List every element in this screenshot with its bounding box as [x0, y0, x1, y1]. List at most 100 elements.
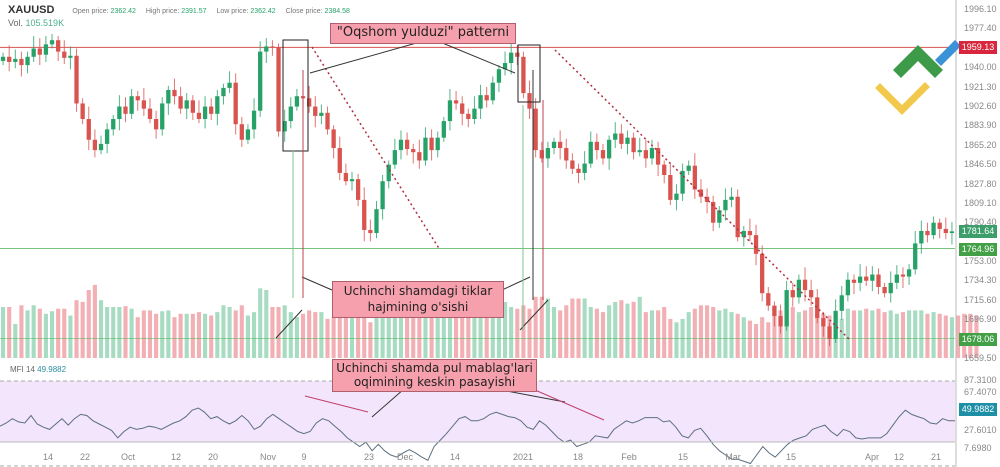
price-tick: 1827.80: [964, 178, 997, 189]
candle-body: [625, 137, 630, 144]
candle-body: [423, 137, 428, 161]
candle-body: [104, 129, 110, 144]
candle-body: [815, 297, 820, 319]
volume-bar: [111, 307, 116, 358]
price-tick: 1734.30: [964, 275, 997, 286]
candle-body: [490, 82, 495, 101]
pattern-box-2: [517, 44, 541, 103]
volume-bar: [147, 310, 153, 358]
time-tick: Feb: [621, 452, 637, 462]
price-tick: 1715.60: [964, 294, 997, 305]
candle-body: [411, 149, 416, 153]
candle-body: [56, 40, 61, 52]
candle-body: [686, 165, 691, 171]
candle-body: [649, 148, 655, 159]
candle-body: [190, 100, 195, 113]
volume-bar: [576, 298, 581, 358]
mfi-down-arrow-2: [534, 389, 605, 421]
volume-bar: [496, 296, 501, 358]
candle-body: [808, 290, 814, 298]
volume-bar: [729, 312, 734, 358]
candle-body: [906, 269, 912, 277]
candle-body: [62, 51, 67, 58]
candle-body: [429, 137, 434, 151]
candle-body: [276, 47, 281, 132]
candle-body: [600, 150, 606, 159]
pattern-box-1: [282, 39, 309, 152]
volume-bar: [484, 281, 489, 358]
volume-bar: [270, 307, 275, 358]
candle-body: [619, 133, 624, 144]
price-tick: 1865.20: [964, 139, 997, 150]
volume-bar: [239, 305, 244, 358]
price-tick: 1809.10: [964, 197, 997, 208]
volume-bar: [441, 301, 446, 358]
time-tick: 14: [449, 452, 461, 462]
candle-body: [551, 141, 557, 149]
high-value: 2391.57: [181, 8, 207, 15]
volume-bar: [374, 308, 379, 358]
volume-bar: [368, 322, 373, 358]
mfi-legend: MFI 14 49.9882: [10, 365, 66, 374]
volume-bar: [386, 307, 391, 358]
volume-bar: [313, 312, 318, 358]
candle-body: [49, 40, 55, 45]
volume-bar: [949, 317, 954, 358]
candle-body: [662, 164, 667, 175]
time-tick: Dec: [396, 452, 414, 462]
candle-body: [496, 69, 502, 83]
candle-body: [380, 181, 385, 210]
candle-body: [821, 318, 826, 327]
volume-bar: [196, 312, 202, 358]
volume-bar: [398, 307, 404, 358]
price-tick: 1753.00: [964, 256, 997, 267]
volume-bar: [643, 312, 648, 358]
candle-body: [209, 106, 214, 114]
volume-bar: [233, 310, 238, 358]
candle-body: [368, 229, 373, 234]
volume-bar: [276, 307, 281, 358]
candle-body: [778, 316, 783, 327]
candle-body: [264, 46, 269, 52]
candle-body: [307, 98, 312, 107]
candle-body: [441, 121, 446, 138]
logo-green: [893, 45, 943, 78]
volume-value: 105.519K: [25, 18, 65, 28]
candle-body: [417, 152, 422, 161]
volume-bar: [258, 288, 263, 358]
candle-body: [392, 150, 397, 165]
volume-bar: [907, 310, 912, 358]
volume-bar: [184, 313, 189, 358]
volume-bar: [92, 284, 97, 358]
volume-bar: [300, 313, 306, 358]
candle-body: [319, 112, 324, 116]
candle-body: [447, 100, 453, 122]
volume-bar: [845, 308, 850, 358]
volume-bar: [900, 312, 906, 358]
volume-bar: [735, 313, 740, 358]
candle-body: [117, 106, 122, 120]
candle-body: [404, 139, 410, 150]
candle-body: [643, 150, 648, 159]
volume-bar: [772, 307, 777, 358]
volume-bar: [460, 305, 465, 358]
candle-body: [704, 196, 710, 202]
price-tick: 1846.50: [964, 159, 997, 170]
candle-body: [900, 274, 906, 277]
volume-bar: [117, 307, 122, 358]
candle-body: [851, 279, 857, 283]
candle-body: [539, 150, 544, 159]
candle-body: [478, 95, 483, 109]
volume-bar: [166, 310, 171, 358]
candle-body: [943, 228, 948, 234]
volume-bar: [919, 310, 924, 358]
candle-body: [864, 276, 869, 281]
volume-label: Vol.: [8, 18, 24, 28]
mfi-annotation-line2: oqimining keskin pasayishi: [353, 375, 516, 389]
candle-body: [527, 93, 532, 109]
price-tick: 1921.30: [964, 81, 997, 92]
volume-bar: [319, 312, 324, 358]
volume-bar: [551, 307, 557, 358]
candle-body: [355, 179, 361, 200]
